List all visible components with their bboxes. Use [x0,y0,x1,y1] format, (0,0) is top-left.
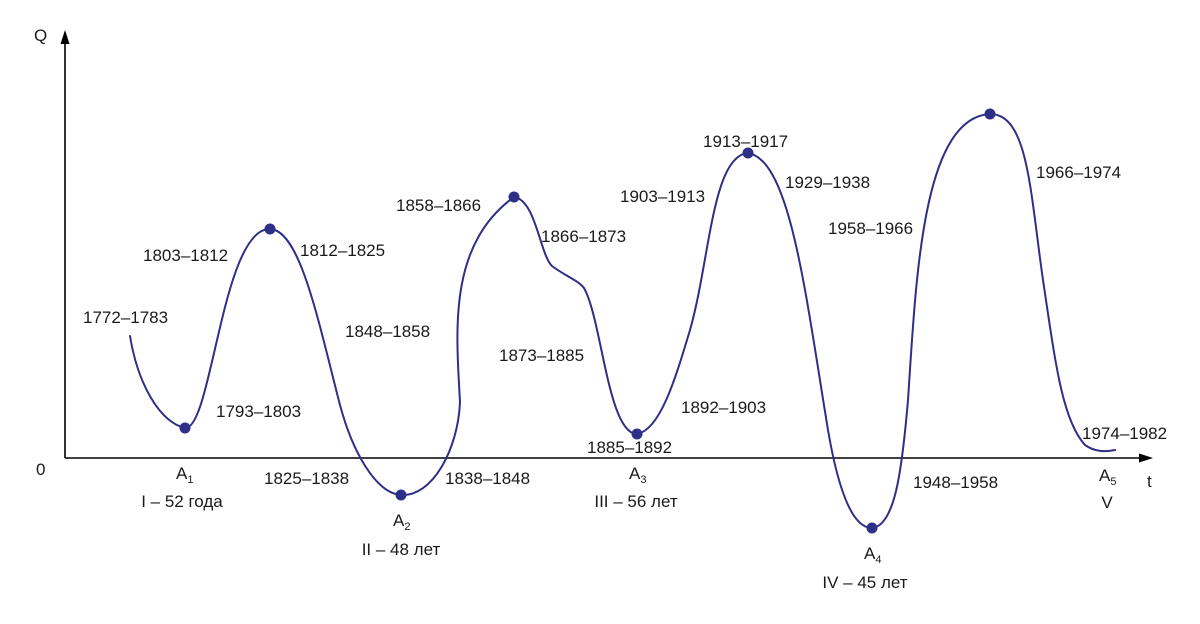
period-label: 1958–1966 [828,219,913,238]
period-label: 1948–1958 [913,473,998,492]
peak-point-1 [264,223,276,235]
trough-point-a1 [179,422,191,434]
cycle-duration-label: II – 48 лет [362,540,441,559]
period-label: 1913–1917 [703,132,788,151]
period-label: 1825–1838 [264,469,349,488]
period-label: 1885–1892 [587,438,672,457]
period-label: 1858–1866 [396,196,481,215]
period-label: 1966–1974 [1036,163,1121,182]
period-label: 1772–1783 [83,308,168,327]
trough-point-a3 [631,428,643,440]
period-label: 1974–1982 [1082,424,1167,443]
cycle-point-label: A3 [629,464,646,486]
cycle-point-label: A2 [393,511,410,533]
period-label: 1929–1938 [785,173,870,192]
cycle-point-label: A4 [864,544,881,566]
origin-label: 0 [36,460,45,479]
period-label: 1866–1873 [541,227,626,246]
x-axis-label: t [1147,472,1152,491]
period-label: 1803–1812 [143,246,228,265]
period-label: 1848–1858 [345,322,430,341]
peak-point-2 [508,191,520,203]
period-label: 1812–1825 [300,241,385,260]
period-label: 1838–1848 [445,469,530,488]
peak-point-3 [742,147,754,159]
period-label: 1873–1885 [499,346,584,365]
y-axis-arrow [60,30,70,44]
cycle-duration-label: I – 52 года [141,492,223,511]
period-label: 1793–1803 [216,402,301,421]
peak-point-4 [984,108,996,120]
cycle-duration-label: IV – 45 лет [822,573,907,592]
cycle-point-label: A1 [176,464,193,486]
period-label: 1892–1903 [681,398,766,417]
cycle-duration-label: V [1101,493,1113,512]
trough-point-a2 [395,489,407,501]
x-axis-arrow [1139,453,1153,463]
y-axis-label: Q [34,26,47,45]
period-label: 1903–1913 [620,187,705,206]
long-wave-curve [129,113,1116,529]
cycle-point-label: A5 [1099,466,1116,488]
cycle-duration-label: III – 56 лет [594,492,678,511]
trough-point-a4 [866,522,878,534]
